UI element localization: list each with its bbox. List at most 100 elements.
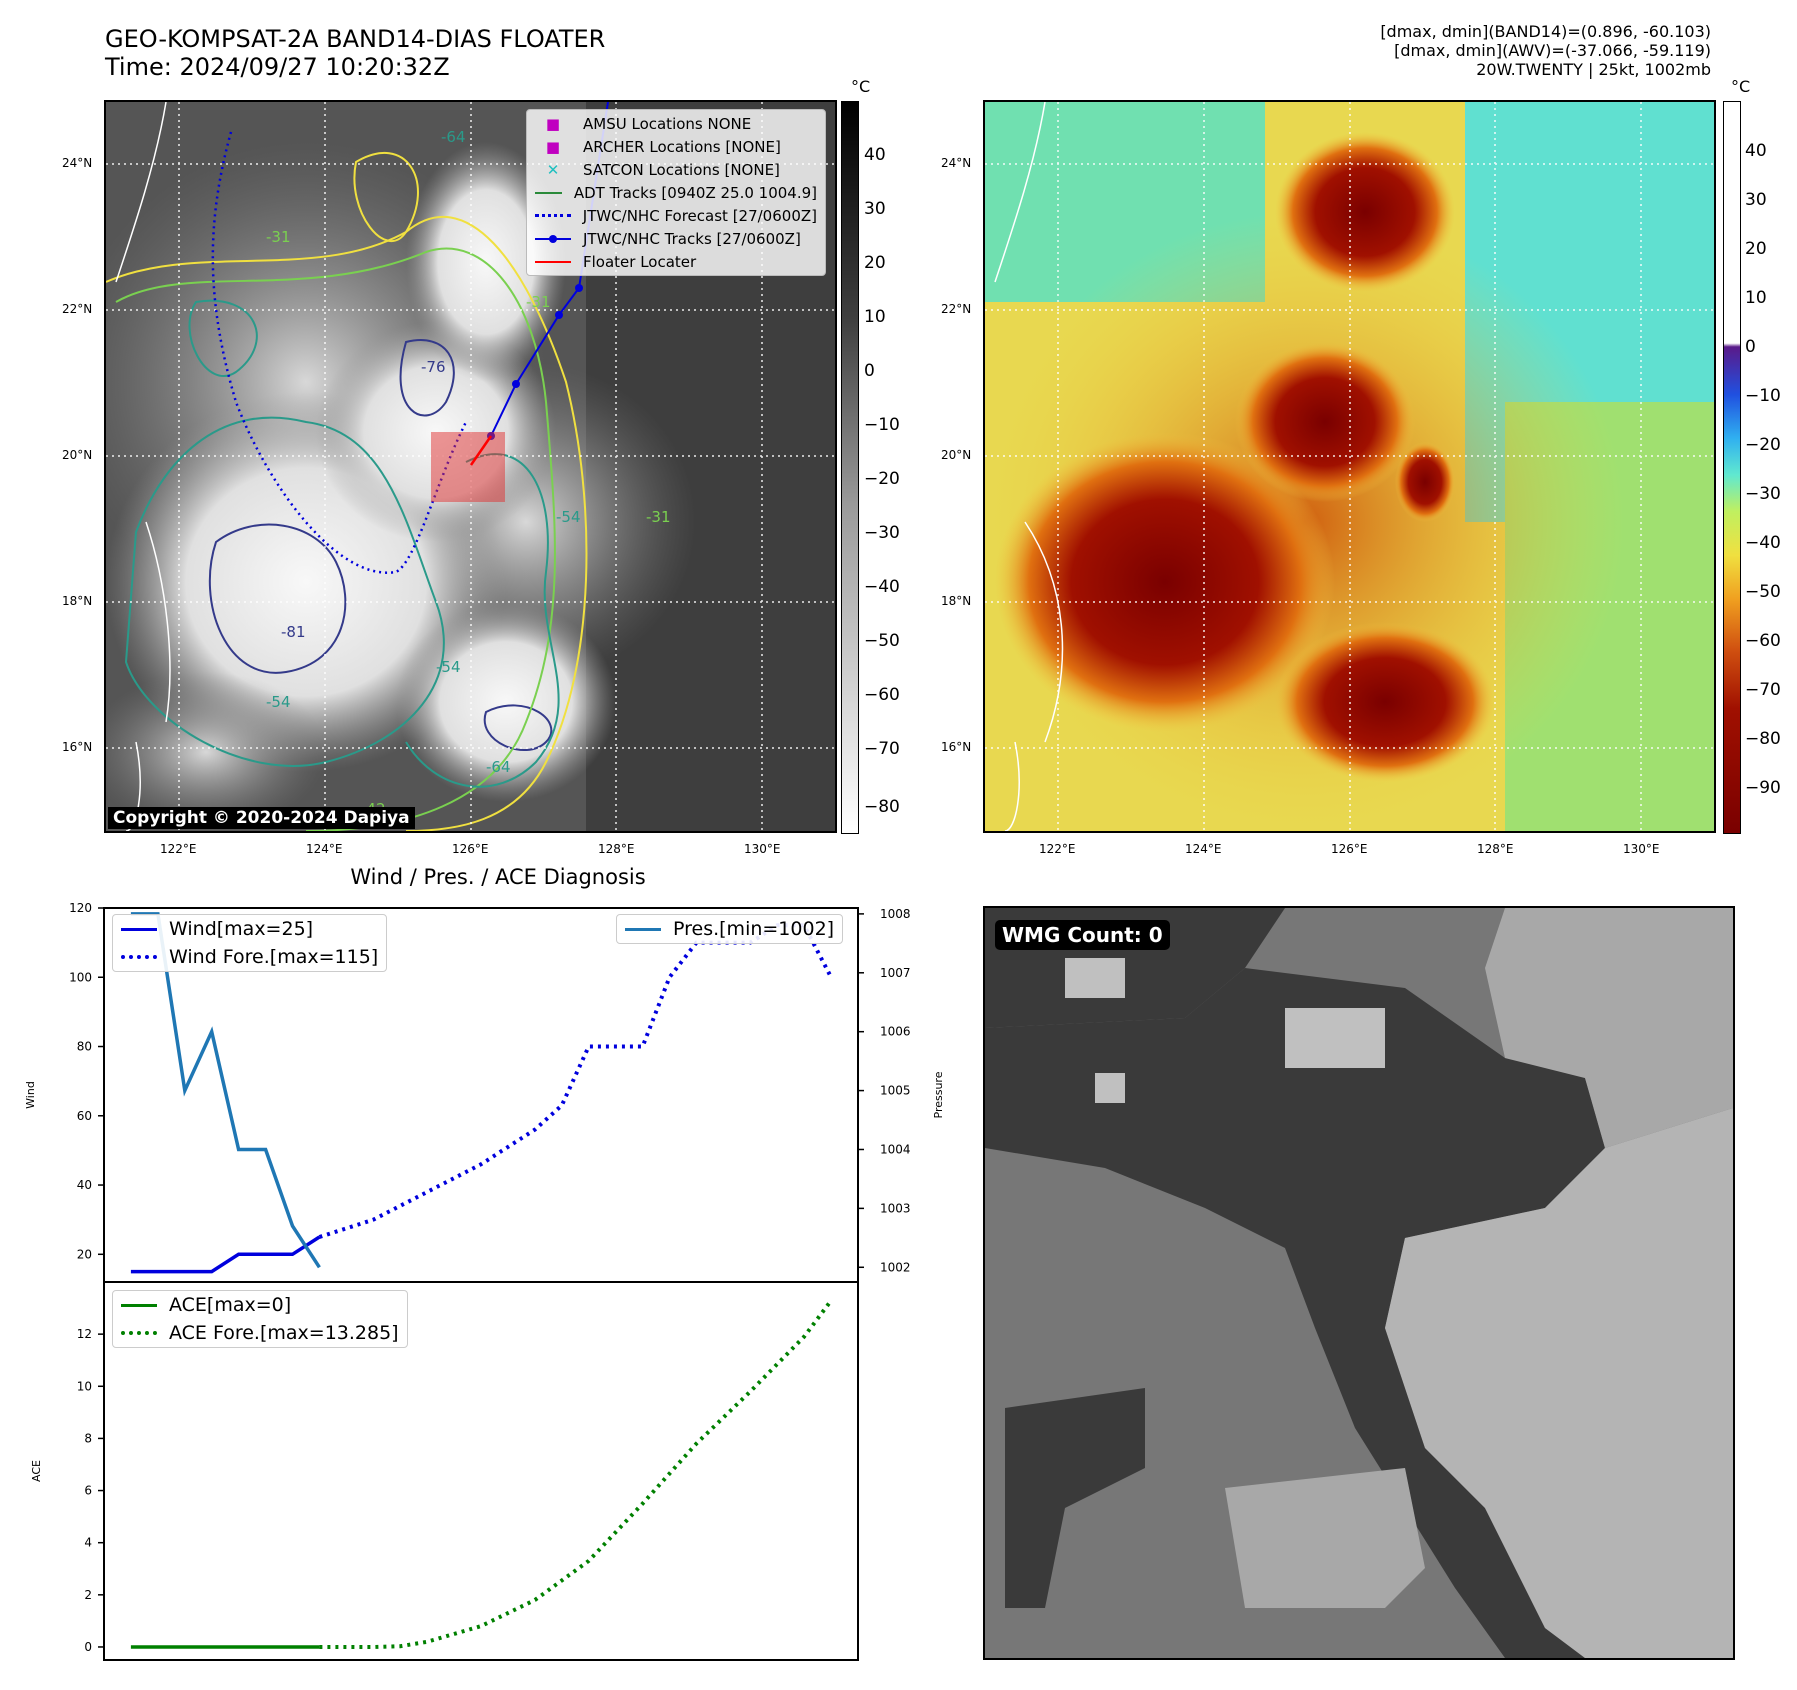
dotted-line-icon — [121, 1331, 157, 1335]
colorbar-tick: −70 — [864, 739, 900, 759]
ace-axes-frame — [103, 1281, 859, 1661]
colorbar-tick: −70 — [1745, 680, 1781, 700]
wind-tick-label: 80 — [77, 1040, 92, 1054]
legend-ace-fore: ACE Fore.[max=13.285] — [113, 1319, 407, 1347]
lat-label: 22°N — [62, 302, 93, 316]
info-block: [dmax, dmin](BAND14)=(0.896, -60.103) [d… — [1111, 22, 1711, 79]
lon-label: 122°E — [160, 842, 197, 856]
colorbar-tick: −40 — [864, 577, 900, 597]
pressure-tick-label: 1008 — [880, 907, 911, 921]
contour-label: -76 — [421, 358, 446, 376]
legend-label: ACE[max=0] — [169, 1294, 292, 1316]
map-legend: ■ AMSU Locations NONE ■ ARCHER Locations… — [526, 109, 826, 276]
pressure-tick-label: 1005 — [880, 1084, 911, 1098]
legend-label: Pres.[min=1002] — [673, 918, 835, 940]
colorbar-tick: −40 — [1745, 533, 1781, 553]
info-line-3: 20W.TWENTY | 25kt, 1002mb — [1476, 60, 1711, 79]
contour-label: -54 — [556, 508, 581, 526]
main-title: GEO-KOMPSAT-2A BAND14-DIAS FLOATER Time:… — [105, 25, 605, 81]
colorbar-tick: −30 — [1745, 484, 1781, 504]
pressure-tick-label: 1002 — [880, 1260, 911, 1274]
x-marker-icon: ✕ — [546, 160, 560, 179]
legend-label: Wind Fore.[max=115] — [169, 946, 379, 968]
line-dot-icon — [535, 234, 571, 243]
awv-map-panel — [983, 100, 1716, 833]
legend-satcon: ✕ SATCON Locations [NONE] — [527, 158, 825, 181]
colorbar-tick: −80 — [1745, 729, 1781, 749]
ace-tick-label: 0 — [84, 1640, 92, 1654]
colorbar-tick: 10 — [864, 307, 886, 327]
contour-label: -64 — [486, 758, 511, 776]
legend-label: JTWC/NHC Forecast [27/0600Z] — [582, 206, 817, 225]
pressure-tick-label: 1003 — [880, 1201, 911, 1215]
legend-label: Wind[max=25] — [169, 918, 314, 940]
lon-label: 124°E — [1185, 842, 1222, 856]
solid-line-icon — [535, 260, 571, 263]
wmg-image — [985, 908, 1733, 1658]
lat-label: 16°N — [941, 740, 972, 754]
lat-label: 24°N — [941, 156, 972, 170]
info-line-2: [dmax, dmin](AWV)=(-37.066, -59.119) — [1394, 41, 1711, 60]
legend-pres: Pres.[min=1002] — [617, 915, 842, 943]
wind-tick-label: 60 — [77, 1109, 92, 1123]
colorbar-tick: −90 — [1745, 778, 1781, 798]
colorbar-tick: 30 — [864, 199, 886, 219]
ir-colorbar-unit: °C — [851, 77, 871, 96]
colorbar-tick: 40 — [1745, 141, 1767, 161]
ace-tick-label: 2 — [84, 1588, 92, 1602]
awv-map-image — [985, 102, 1714, 831]
ace-tick-label: 6 — [84, 1484, 92, 1498]
title-line-1: GEO-KOMPSAT-2A BAND14-DIAS FLOATER — [105, 25, 606, 53]
colorbar-tick: 30 — [1745, 190, 1767, 210]
legend-ace: ACE[max=0] — [113, 1291, 407, 1319]
colorbar-tick: −30 — [864, 523, 900, 543]
ir-map-panel: -64 -31 -76 -54 -81 -31 -54 -64 -54 -31 … — [104, 100, 837, 833]
dotted-line-icon — [535, 214, 571, 217]
lon-label: 128°E — [598, 842, 635, 856]
colorbar-tick: −60 — [1745, 631, 1781, 651]
lat-label: 22°N — [941, 302, 972, 316]
track-point — [555, 311, 563, 319]
legend-floater: Floater Locater — [527, 250, 825, 273]
contour-label: -64 — [441, 128, 466, 146]
legend-wind: Wind[max=25] — [113, 915, 386, 943]
lon-label: 126°E — [452, 842, 489, 856]
legend-forecast: JTWC/NHC Forecast [27/0600Z] — [527, 204, 825, 227]
lat-label: 18°N — [62, 594, 93, 608]
lon-label: 128°E — [1477, 842, 1514, 856]
wind-tick-label: 20 — [77, 1247, 92, 1261]
solid-line-icon — [121, 927, 157, 931]
legend-amsu: ■ AMSU Locations NONE — [527, 112, 825, 135]
lat-label: 20°N — [941, 448, 972, 462]
wind-tick-label: 40 — [77, 1178, 92, 1192]
info-line-1: [dmax, dmin](BAND14)=(0.896, -60.103) — [1380, 22, 1711, 41]
pressure-axis-label: Pressure — [932, 1071, 945, 1118]
solid-line-icon — [535, 191, 562, 194]
lon-label: 122°E — [1039, 842, 1076, 856]
wind-tick-label: 120 — [69, 901, 92, 915]
contour-label: -81 — [281, 623, 306, 641]
wind-tick-label: 100 — [69, 970, 92, 984]
awv-colorbar-unit: °C — [1731, 77, 1751, 96]
lat-label: 18°N — [941, 594, 972, 608]
ace-axis-label: ACE — [30, 1460, 43, 1482]
copyright-badge: Copyright © 2020-2024 Dapiya — [108, 807, 415, 829]
colorbar-tick: 20 — [864, 253, 886, 273]
pressure-tick-label: 1004 — [880, 1142, 911, 1156]
lat-label: 16°N — [62, 740, 93, 754]
legend-label: SATCON Locations [NONE] — [583, 160, 780, 179]
track-point — [575, 284, 583, 292]
contour-label: -31 — [646, 508, 671, 526]
lat-label: 24°N — [62, 156, 93, 170]
floater-locater-line — [469, 435, 493, 466]
ace-tick-label: 12 — [77, 1327, 92, 1341]
legend-label: JTWC/NHC Tracks [27/0600Z] — [583, 229, 801, 248]
colorbar-tick: −10 — [864, 415, 900, 435]
track-point — [512, 380, 520, 388]
contour-label: -31 — [526, 293, 551, 311]
wmg-count-badge: WMG Count: 0 — [995, 920, 1170, 950]
legend-adt: ADT Tracks [0940Z 25.0 1004.9] — [527, 181, 825, 204]
colorbar-tick: −20 — [1745, 435, 1781, 455]
lon-label: 130°E — [744, 842, 781, 856]
lat-label: 20°N — [62, 448, 93, 462]
